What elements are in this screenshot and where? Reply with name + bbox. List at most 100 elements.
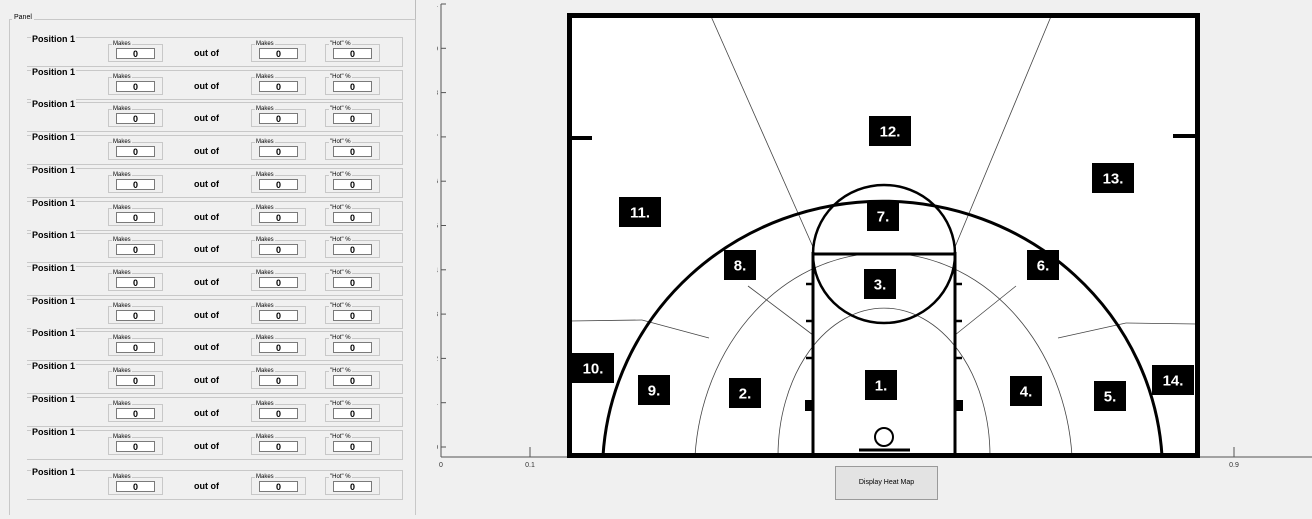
makes-label: Makes <box>112 205 132 211</box>
out-of-label: out of <box>194 244 219 254</box>
makes-group: Makes 0 <box>108 41 163 62</box>
makes-label: Makes <box>112 474 132 480</box>
makes-input[interactable]: 0 <box>116 244 155 255</box>
attempts-label: Makes <box>255 335 275 341</box>
attempts-label: Makes <box>255 303 275 309</box>
attempts-input[interactable]: 0 <box>259 146 298 157</box>
makes-input[interactable]: 0 <box>116 441 155 452</box>
attempts-group: Makes 0 <box>251 335 306 356</box>
attempts-group: Makes 0 <box>251 237 306 258</box>
attempts-input[interactable]: 0 <box>259 441 298 452</box>
hot-percent-label: "Hot" % <box>329 74 352 80</box>
zone-2-label: 2. <box>729 378 761 408</box>
zone-label-text: 7. <box>877 209 890 226</box>
position-label: Position 1 <box>31 132 77 142</box>
position-label: Position 1 <box>31 263 77 273</box>
makes-input[interactable]: 0 <box>116 48 155 59</box>
attempts-input[interactable]: 0 <box>259 310 298 321</box>
attempts-input[interactable]: 0 <box>259 212 298 223</box>
makes-input[interactable]: 0 <box>116 179 155 190</box>
hot-percent-output: 0 <box>333 277 372 288</box>
makes-input[interactable]: 0 <box>116 342 155 353</box>
zone-label-text: 3. <box>874 277 887 294</box>
attempts-input[interactable]: 0 <box>259 179 298 190</box>
attempts-label: Makes <box>255 106 275 112</box>
y-tick-label: 0.8 <box>437 90 438 97</box>
attempts-input[interactable]: 0 <box>259 375 298 386</box>
makes-input[interactable]: 0 <box>116 277 155 288</box>
hot-percent-group: "Hot" % 0 <box>325 106 380 127</box>
out-of-label: out of <box>194 179 219 189</box>
out-of-label: out of <box>194 375 219 385</box>
zone-label-text: 12. <box>880 124 901 141</box>
attempts-input[interactable]: 0 <box>259 408 298 419</box>
position-label: Position 1 <box>31 296 77 306</box>
out-of-label: out of <box>194 146 219 156</box>
attempts-group: Makes 0 <box>251 474 306 495</box>
attempts-label: Makes <box>255 41 275 47</box>
makes-label: Makes <box>112 41 132 47</box>
makes-group: Makes 0 <box>108 74 163 95</box>
attempts-group: Makes 0 <box>251 139 306 160</box>
y-tick-label: 0 <box>437 445 438 452</box>
out-of-label: out of <box>194 481 219 491</box>
makes-group: Makes 0 <box>108 368 163 389</box>
attempts-input[interactable]: 0 <box>259 48 298 59</box>
makes-input[interactable]: 0 <box>116 113 155 124</box>
attempts-input[interactable]: 0 <box>259 81 298 92</box>
out-of-label: out of <box>194 81 219 91</box>
makes-input[interactable]: 0 <box>116 375 155 386</box>
zone-label-box <box>619 197 661 227</box>
attempts-input[interactable]: 0 <box>259 277 298 288</box>
y-tick-label: 0.1 <box>437 400 438 407</box>
position-label: Position 1 <box>31 198 77 208</box>
attempts-input[interactable]: 0 <box>259 481 298 492</box>
attempts-group: Makes 0 <box>251 270 306 291</box>
hot-percent-group: "Hot" % 0 <box>325 41 380 62</box>
makes-group: Makes 0 <box>108 139 163 160</box>
position-row: Position 1 Makes 0 out of Makes 0 "Hot" % 0 <box>27 165 403 198</box>
attempts-label: Makes <box>255 474 275 480</box>
makes-group: Makes 0 <box>108 270 163 291</box>
makes-input[interactable]: 0 <box>116 408 155 419</box>
out-of-label: out of <box>194 441 219 451</box>
position-label: Position 1 <box>31 394 77 404</box>
makes-input[interactable]: 0 <box>116 481 155 492</box>
position-row: Position 1 Makes 0 out of Makes 0 "Hot" % 0 <box>27 394 403 427</box>
y-axis: 0 0.1 0.2 0.3 0.4 0.5 0.6 0.7 0.8 0.9 1 <box>428 2 446 457</box>
attempts-group: Makes 0 <box>251 172 306 193</box>
x-tick-label: 0.1 <box>525 462 535 469</box>
hot-percent-label: "Hot" % <box>329 172 352 178</box>
hot-percent-label: "Hot" % <box>329 434 352 440</box>
zone-label-text: 9. <box>648 383 661 400</box>
hot-percent-output: 0 <box>333 179 372 190</box>
zone-label-text: 8. <box>734 258 747 275</box>
attempts-group: Makes 0 <box>251 205 306 226</box>
makes-input[interactable]: 0 <box>116 146 155 157</box>
attempts-group: Makes 0 <box>251 74 306 95</box>
position-row: Position 1 Makes 0 out of Makes 0 "Hot" % 0 <box>27 361 403 394</box>
zone-label-box <box>1152 365 1194 395</box>
makes-group: Makes 0 <box>108 434 163 455</box>
attempts-input[interactable]: 0 <box>259 244 298 255</box>
zone-10-label: 10. <box>572 353 614 383</box>
makes-input[interactable]: 0 <box>116 81 155 92</box>
position-row: Position 1 Makes 0 out of Makes 0 "Hot" % 0 <box>27 132 403 165</box>
makes-label: Makes <box>112 303 132 309</box>
display-heat-map-button[interactable]: Display Heat Map <box>835 466 938 500</box>
hot-percent-output: 0 <box>333 342 372 353</box>
zone-label-text: 14. <box>1163 373 1184 390</box>
attempts-label: Makes <box>255 139 275 145</box>
zone-4-label: 4. <box>1010 376 1042 406</box>
makes-group: Makes 0 <box>108 303 163 324</box>
makes-input[interactable]: 0 <box>116 212 155 223</box>
attempts-input[interactable]: 0 <box>259 113 298 124</box>
input-panel: Panel Position 1 Makes 0 out of Makes 0 "Hot" … <box>0 0 416 515</box>
zone-3-label: 3. <box>864 269 896 299</box>
position-row: Position 1 Makes 0 out of Makes 0 "Hot" % 0 <box>27 263 403 296</box>
attempts-group: Makes 0 <box>251 106 306 127</box>
y-tick-label: 0.2 <box>437 356 438 363</box>
hot-percent-label: "Hot" % <box>329 303 352 309</box>
attempts-input[interactable]: 0 <box>259 342 298 353</box>
makes-input[interactable]: 0 <box>116 310 155 321</box>
